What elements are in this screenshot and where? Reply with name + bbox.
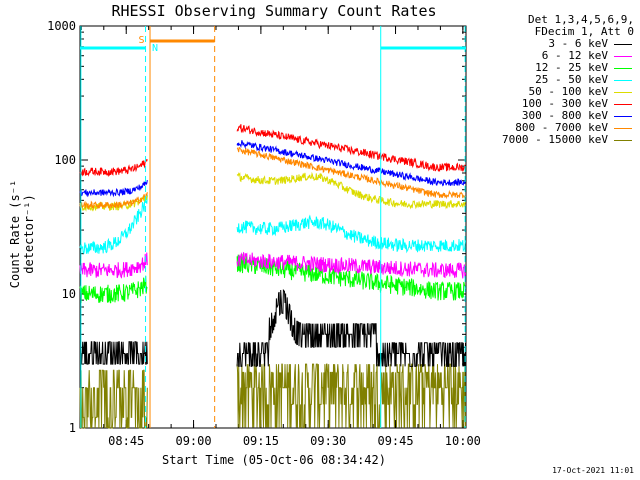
x-axis-label: Start Time (05-Oct-06 08:34:42) (162, 453, 386, 467)
legend-swatch (614, 139, 632, 141)
series-line-12-25-keV (79, 253, 466, 304)
legend-label: 100 - 300 keV (521, 97, 608, 110)
legend-label: 7000 - 15000 keV (502, 133, 608, 146)
legend-entry: 25 - 50 keV (472, 74, 638, 86)
legend-entry: 6 - 12 keV (472, 50, 638, 62)
series-line-25-50-keV (79, 194, 466, 255)
legend-entry: 7000 - 15000 keV (472, 134, 638, 146)
x-tick-label: 09:30 (310, 434, 346, 448)
legend-label: 800 - 7000 keV (515, 121, 608, 134)
legend-swatch (614, 115, 632, 117)
legend-label: 25 - 50 keV (535, 73, 608, 86)
legend-swatch (614, 55, 632, 57)
legend-entry: 800 - 7000 keV (472, 122, 638, 134)
y-tick-label: 1 (69, 421, 76, 435)
legend-header-line-1: Det 1,3,4,5,6,9, (528, 13, 634, 26)
legend-swatch (614, 127, 632, 129)
x-tick-label: 09:15 (243, 434, 279, 448)
legend-entry: 3 - 6 keV (472, 38, 638, 50)
chart-title: RHESSI Observing Summary Count Rates (111, 2, 437, 20)
series-line-300-800-keV (79, 140, 466, 198)
y-tick-label: 1000 (47, 19, 76, 33)
x-tick-label: 09:00 (175, 434, 211, 448)
legend-label: 300 - 800 keV (521, 109, 608, 122)
legend-entry: 100 - 300 keV (472, 98, 638, 110)
series-line-50-100-keV (79, 171, 466, 212)
legend-entry: 12 - 25 keV (472, 62, 638, 74)
x-tick-label: 10:00 (445, 434, 481, 448)
legend-entry: 50 - 100 keV (472, 86, 638, 98)
legend-swatch (614, 103, 632, 105)
legend-swatch (614, 79, 632, 81)
legend-label: 6 - 12 keV (541, 49, 608, 62)
legend-swatch (614, 43, 632, 45)
legend: Det 1,3,4,5,6,9, FDecim 1, Att 0 3 - 6 k… (472, 14, 638, 146)
y-tick-label: 10 (62, 287, 76, 301)
y-axis-label: Count Rate (s⁻¹ detector⁻¹) (8, 179, 36, 289)
legend-label: 3 - 6 keV (548, 37, 608, 50)
x-tick-label: 08:45 (108, 434, 144, 448)
legend-header-line-2: FDecim 1, Att 0 (534, 25, 634, 38)
legend-label: 50 - 100 keV (528, 85, 608, 98)
legend-swatch (614, 67, 632, 69)
plot-frame (79, 25, 467, 429)
series-line-100-300-keV (79, 124, 466, 177)
series-line-800-7000-keV (79, 146, 466, 211)
x-tick-label: 09:45 (377, 434, 413, 448)
y-tick-label: 100 (54, 153, 76, 167)
series-line-6-12-keV (79, 252, 466, 279)
night-annotation: N (152, 43, 158, 54)
legend-label: 12 - 25 keV (535, 61, 608, 74)
series-line-3-6-keV (79, 289, 466, 367)
saa-annotation: S (138, 35, 144, 46)
series-line-7000-15000-keV (79, 363, 466, 429)
timestamp: 17-Oct-2021 11:01 (552, 466, 634, 475)
legend-entry: 300 - 800 keV (472, 110, 638, 122)
legend-swatch (614, 91, 632, 93)
